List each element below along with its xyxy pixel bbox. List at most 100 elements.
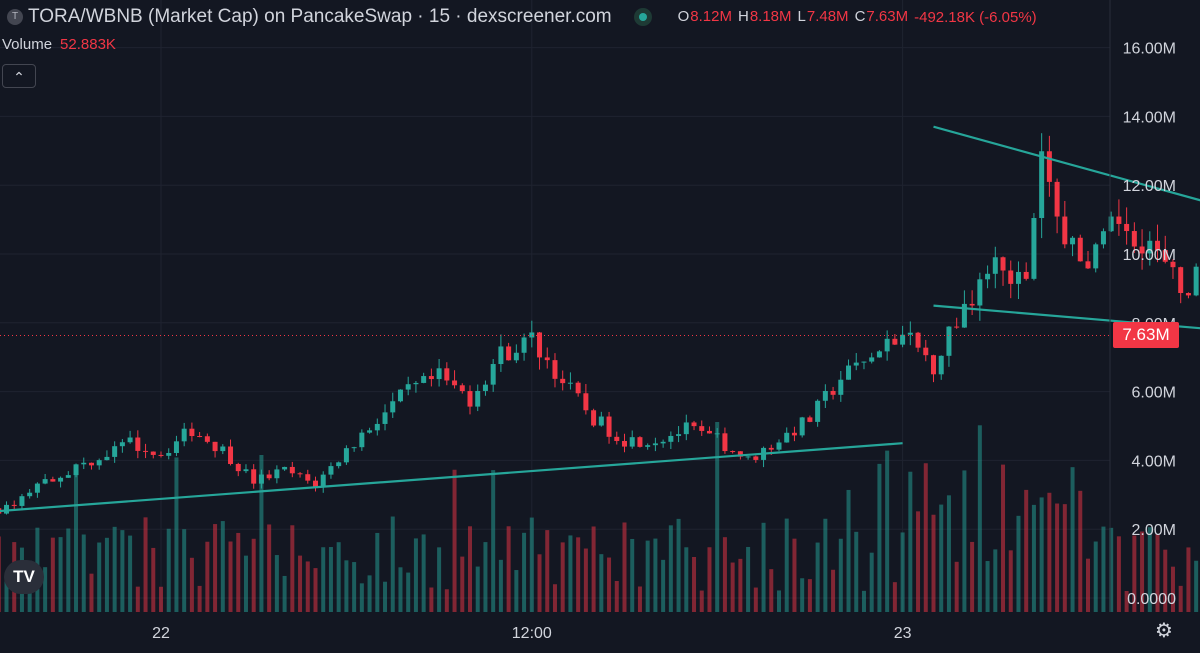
- volume-bar: [1186, 547, 1191, 612]
- volume-bar: [1086, 558, 1090, 612]
- candle-body: [58, 477, 64, 482]
- volume-value: 52.883K: [60, 36, 116, 53]
- candle-body: [313, 480, 318, 488]
- symbol-icon: T: [7, 9, 23, 25]
- volume-bar: [1155, 533, 1160, 612]
- volume-bar: [545, 530, 550, 612]
- candle-body: [135, 437, 141, 451]
- volume-bar: [985, 561, 990, 612]
- candle-body: [961, 303, 967, 328]
- candle-body: [706, 430, 712, 434]
- candle-body: [498, 346, 504, 365]
- volume-bar: [50, 537, 55, 612]
- ohlc-l: L7.48M: [798, 8, 849, 25]
- volume-bar: [599, 554, 604, 612]
- volume-bar: [444, 589, 449, 612]
- volume-bar: [143, 517, 148, 612]
- volume-bar: [151, 547, 156, 612]
- candle-body: [637, 437, 643, 447]
- candle-body: [853, 362, 859, 366]
- price-axis[interactable]: 0.00002.00M4.00M6.00M8.00M10.00M12.00M14…: [1109, 0, 1176, 612]
- candle-body: [73, 464, 79, 476]
- volume-bar: [815, 542, 820, 612]
- volume-bar: [552, 584, 557, 612]
- volume-bar: [908, 471, 913, 612]
- candle-body: [1100, 231, 1106, 245]
- volume-bar: [1163, 549, 1168, 612]
- volume-bar: [220, 521, 225, 612]
- trendline: [933, 125, 1200, 202]
- candle-body: [282, 466, 288, 470]
- volume-bar: [274, 555, 279, 612]
- volume-bar: [367, 575, 372, 612]
- volume-bar: [1070, 467, 1075, 612]
- volume-bar: [885, 450, 890, 612]
- candle-body: [575, 382, 581, 394]
- candle-body: [374, 423, 380, 431]
- volume-bar: [437, 547, 442, 612]
- chevron-up-icon[interactable]: ⌃: [2, 64, 36, 88]
- gear-icon[interactable]: ⚙: [1155, 620, 1173, 642]
- candle-body: [884, 338, 890, 352]
- volume-bar: [182, 529, 187, 612]
- volume-bar: [159, 586, 163, 612]
- ohlc-c: C7.63M: [855, 8, 909, 25]
- candle-body: [390, 401, 396, 413]
- candle-body: [1062, 216, 1068, 245]
- volume-bar: [1116, 536, 1121, 612]
- volume-bar: [135, 586, 140, 612]
- volume-bar: [298, 555, 303, 612]
- ohlc-value: 8.18M: [749, 8, 792, 25]
- candle-body: [683, 422, 689, 435]
- candle-body: [846, 365, 852, 380]
- candle-body: [220, 446, 226, 452]
- candle-body: [320, 474, 326, 488]
- candle-body: [421, 376, 427, 383]
- candle-body: [583, 393, 589, 411]
- candle-body: [351, 447, 357, 449]
- candle-body: [305, 474, 311, 481]
- volume-bar: [213, 524, 218, 612]
- volume-bar: [460, 556, 465, 612]
- volume-bar: [970, 541, 975, 612]
- candle-body: [1178, 267, 1184, 294]
- drawings: [0, 125, 1200, 513]
- candle-body: [591, 410, 597, 426]
- candle-body: [629, 437, 635, 447]
- volume-bar: [993, 549, 998, 612]
- volume-bar: [352, 562, 357, 612]
- candle-body: [343, 448, 349, 463]
- volume-bar: [583, 548, 588, 612]
- live-dot-icon[interactable]: [633, 8, 652, 26]
- chart-title[interactable]: TORA/WBNB (Market Cap) on PancakeSwap · …: [28, 6, 612, 27]
- volume-bar: [877, 463, 882, 612]
- volume-bar: [166, 528, 171, 612]
- volume-bar: [684, 547, 689, 612]
- ohlc-key: L: [797, 8, 806, 25]
- volume-bar: [112, 526, 117, 612]
- candle-body: [382, 412, 388, 424]
- candle-body: [861, 361, 867, 363]
- volume-bar: [630, 538, 635, 612]
- candle-body: [622, 440, 627, 447]
- volume-bar: [730, 562, 735, 612]
- candle-body: [88, 462, 94, 466]
- volume-bar: [637, 586, 642, 612]
- ohlc-key: H: [737, 8, 749, 25]
- x-tick-label: 12:00: [512, 625, 552, 642]
- volume-bar: [838, 538, 843, 612]
- candle-body: [977, 279, 983, 306]
- volume-bar: [1147, 527, 1152, 612]
- candle-body: [328, 466, 334, 475]
- candle-body: [34, 483, 40, 493]
- candle-body: [42, 479, 48, 484]
- candle-body: [606, 416, 612, 437]
- candle-body: [482, 384, 488, 391]
- candle-body: [938, 355, 944, 375]
- volume-bar: [900, 532, 905, 612]
- volume-bar: [645, 540, 650, 612]
- y-tick-label: 6.00M: [1132, 385, 1176, 402]
- volume-bar: [614, 580, 619, 612]
